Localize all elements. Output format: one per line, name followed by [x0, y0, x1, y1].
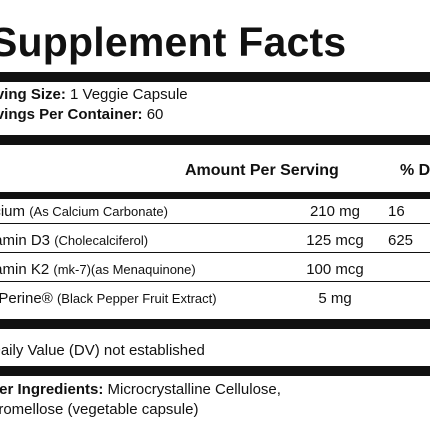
footnote-divider: [0, 366, 430, 376]
header-divider: [0, 192, 430, 199]
other-ingredients-line1: Microcrystalline Cellulose,: [107, 381, 281, 398]
amount-per-serving-header: Amount Per Serving: [185, 162, 339, 179]
other-ingredients-line2: promellose (vegetable capsule): [0, 401, 199, 418]
nutrient-amount: 100 mcg: [306, 261, 364, 278]
nutrient-amount: 125 mcg: [306, 232, 364, 249]
nutrient-name: tamin D3 (Cholecalciferol): [0, 232, 149, 249]
servings-per-container: rvings Per Container: 60: [0, 106, 163, 124]
table-row: lcium (As Calcium Carbonate) 210 mg 16: [0, 199, 430, 224]
serving-size-value: 1 Veggie Capsule: [70, 86, 188, 103]
row-divider: [0, 252, 430, 253]
other-ingredients: her Ingredients: Microcrystalline Cellul…: [0, 380, 281, 420]
serving-size-label: rving Size:: [0, 86, 66, 103]
table-bottom-divider: [0, 319, 430, 329]
servings-per-container-label: rvings Per Container:: [0, 106, 143, 123]
table-row: tamin D3 (Cholecalciferol) 125 mcg 625: [0, 228, 430, 253]
nutrient-amount: 210 mg: [309, 203, 361, 220]
nutrient-name: lcium (As Calcium Carbonate): [0, 203, 168, 220]
daily-value-header: % D: [400, 162, 430, 179]
row-divider: [0, 281, 430, 282]
other-ingredients-label: her Ingredients:: [0, 381, 104, 398]
table-row: tamin K2 (mk-7)(as Menaquinone) 100 mcg: [0, 257, 430, 282]
table-row: oPerine® (Black Pepper Fruit Extract) 5 …: [0, 286, 430, 311]
nutrient-dv: 625: [388, 232, 414, 249]
servings-per-container-value: 60: [146, 106, 164, 123]
nutrient-name: tamin K2 (mk-7)(as Menaquinone): [0, 261, 196, 278]
serving-size: rving Size: 1 Veggie Capsule: [0, 86, 188, 104]
nutrient-name: oPerine® (Black Pepper Fruit Extract): [0, 290, 217, 307]
nutrient-amount: 5 mg: [318, 290, 352, 307]
serving-divider: [0, 135, 430, 145]
page-title: Supplement Facts: [0, 19, 347, 65]
nutrient-dv: 16: [388, 203, 405, 220]
row-divider: [0, 223, 430, 224]
title-divider: [0, 72, 430, 82]
dv-footnote: Daily Value (DV) not established: [0, 342, 205, 359]
